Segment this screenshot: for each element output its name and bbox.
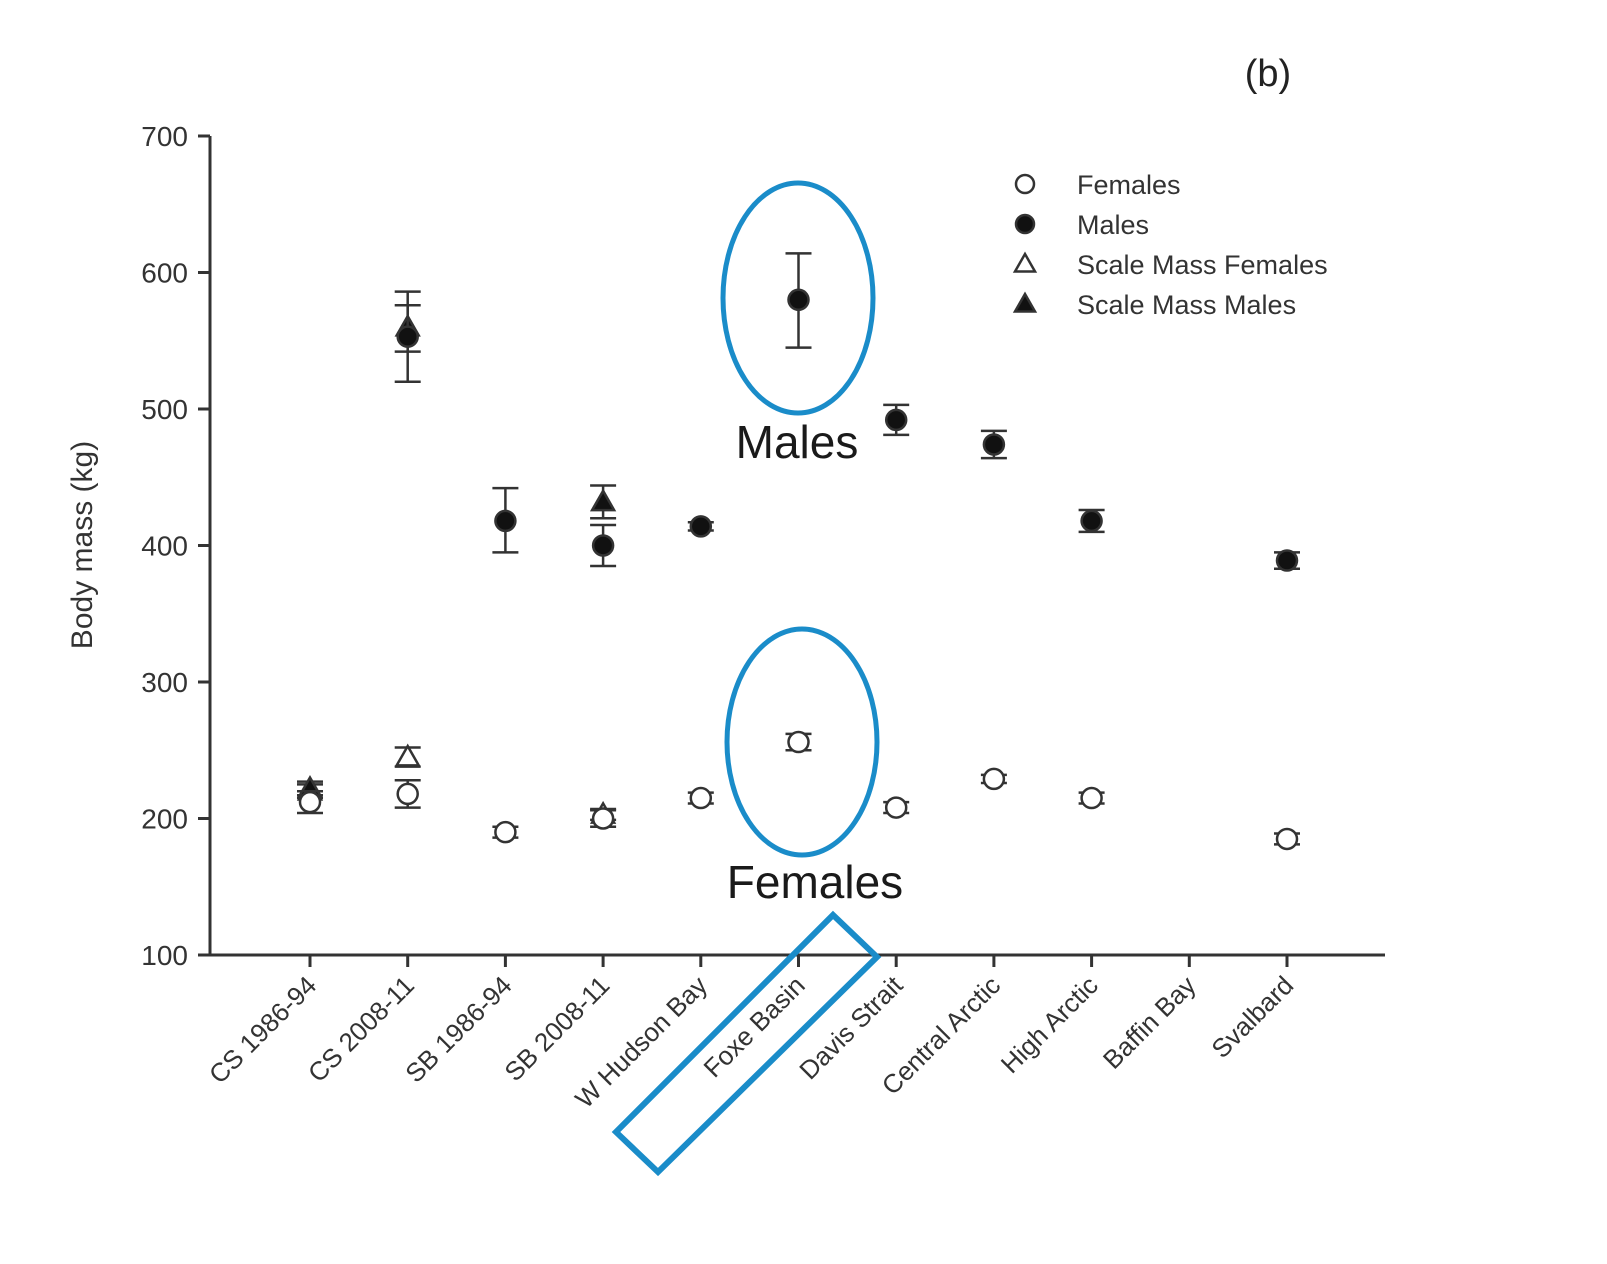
y-axis-label: Body mass (kg): [66, 441, 99, 649]
males-point: [689, 515, 713, 538]
foxe-basin-highlight-box: [611, 910, 882, 1177]
males-point: [982, 433, 1006, 456]
legend-marker-males: [1014, 213, 1036, 235]
y-tick-label: 600: [141, 258, 188, 289]
legend-label-males: Males: [1077, 210, 1149, 240]
females-point: [1080, 786, 1103, 810]
x-category-label: Svalbard: [1205, 970, 1299, 1064]
males-point: [884, 408, 908, 432]
y-tick-label: 200: [141, 804, 188, 835]
y-tick-label: 400: [141, 531, 188, 562]
females-point: [396, 782, 419, 806]
x-category-label: CS 1986-94: [203, 970, 322, 1089]
females-point: [787, 730, 810, 754]
legend: Females Males Scale Mass Females Scale Mass…: [1012, 170, 1328, 320]
x-category-label: Baffin Bay: [1097, 970, 1202, 1075]
males-point: [591, 534, 615, 557]
males-annotation: Males: [736, 416, 859, 468]
males-point: [494, 509, 517, 533]
females-highlight-ellipse: [724, 626, 880, 858]
x-category-label: Foxe Basin: [698, 970, 811, 1083]
legend-marker-females: [1014, 173, 1036, 195]
scale-mass-females-point: [394, 743, 421, 767]
females-point: [298, 790, 322, 814]
females-point: [689, 786, 713, 810]
legend-marker-scale-mass-males: [1012, 291, 1038, 313]
y-tick-label: 700: [141, 121, 188, 152]
males-point: [787, 288, 810, 312]
y-tick-label: 500: [141, 394, 188, 425]
legend-label-scale-mass-males: Scale Mass Males: [1077, 290, 1296, 320]
females-point: [494, 820, 517, 844]
panel-label: (b): [1245, 53, 1291, 95]
x-category-label: SB 1986-94: [399, 970, 517, 1088]
scale-mass-males-point: [589, 488, 617, 512]
x-category-label: High Arctic: [995, 970, 1104, 1079]
annotations: Males Females: [611, 180, 903, 1177]
females-point: [884, 796, 908, 819]
legend-label-females: Females: [1077, 170, 1181, 200]
legend-label-scale-mass-females: Scale Mass Females: [1077, 250, 1328, 280]
males-point: [1275, 549, 1299, 572]
males-highlight-ellipse: [720, 180, 876, 416]
males-point: [396, 325, 419, 348]
females-point: [982, 767, 1006, 791]
females-point: [1275, 827, 1299, 851]
y-tick-label: 100: [141, 940, 188, 971]
females-annotation: Females: [727, 856, 903, 908]
legend-marker-scale-mass-females: [1012, 251, 1038, 273]
y-tick-label: 300: [141, 667, 188, 698]
males-point: [1080, 509, 1103, 533]
females-point: [591, 807, 615, 830]
